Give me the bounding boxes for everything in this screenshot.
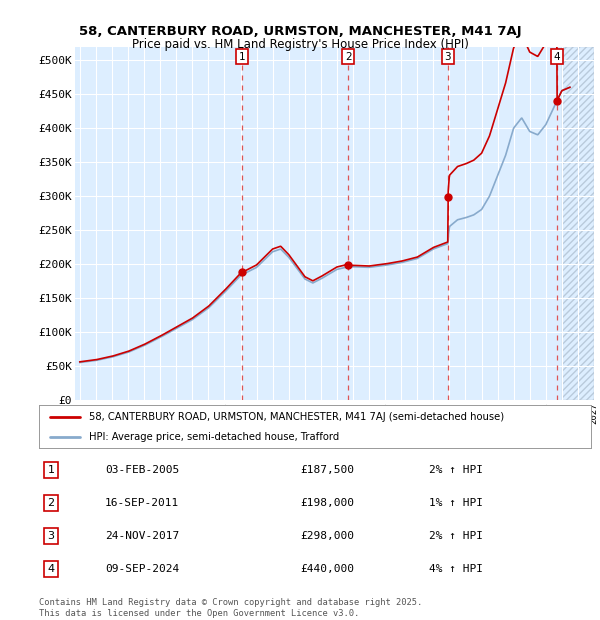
- Text: £198,000: £198,000: [300, 498, 354, 508]
- Text: 58, CANTERBURY ROAD, URMSTON, MANCHESTER, M41 7AJ: 58, CANTERBURY ROAD, URMSTON, MANCHESTER…: [79, 25, 521, 38]
- Text: 2% ↑ HPI: 2% ↑ HPI: [429, 465, 483, 476]
- Text: 3: 3: [445, 51, 451, 62]
- Text: 1: 1: [239, 51, 245, 62]
- Text: HPI: Average price, semi-detached house, Trafford: HPI: Average price, semi-detached house,…: [89, 432, 339, 442]
- Text: 1: 1: [47, 465, 55, 476]
- Text: £187,500: £187,500: [300, 465, 354, 476]
- Text: Price paid vs. HM Land Registry's House Price Index (HPI): Price paid vs. HM Land Registry's House …: [131, 38, 469, 51]
- Text: 4% ↑ HPI: 4% ↑ HPI: [429, 564, 483, 574]
- Text: £440,000: £440,000: [300, 564, 354, 574]
- Text: 2% ↑ HPI: 2% ↑ HPI: [429, 531, 483, 541]
- Text: 24-NOV-2017: 24-NOV-2017: [105, 531, 179, 541]
- Text: 2: 2: [47, 498, 55, 508]
- Text: 4: 4: [554, 51, 560, 62]
- Text: 2: 2: [345, 51, 352, 62]
- Text: 1% ↑ HPI: 1% ↑ HPI: [429, 498, 483, 508]
- Text: Contains HM Land Registry data © Crown copyright and database right 2025.
This d: Contains HM Land Registry data © Crown c…: [39, 598, 422, 618]
- Text: 4: 4: [47, 564, 55, 574]
- Text: 3: 3: [47, 531, 55, 541]
- Text: 09-SEP-2024: 09-SEP-2024: [105, 564, 179, 574]
- Text: 03-FEB-2005: 03-FEB-2005: [105, 465, 179, 476]
- Text: 16-SEP-2011: 16-SEP-2011: [105, 498, 179, 508]
- Text: £298,000: £298,000: [300, 531, 354, 541]
- Text: 58, CANTERBURY ROAD, URMSTON, MANCHESTER, M41 7AJ (semi-detached house): 58, CANTERBURY ROAD, URMSTON, MANCHESTER…: [89, 412, 504, 422]
